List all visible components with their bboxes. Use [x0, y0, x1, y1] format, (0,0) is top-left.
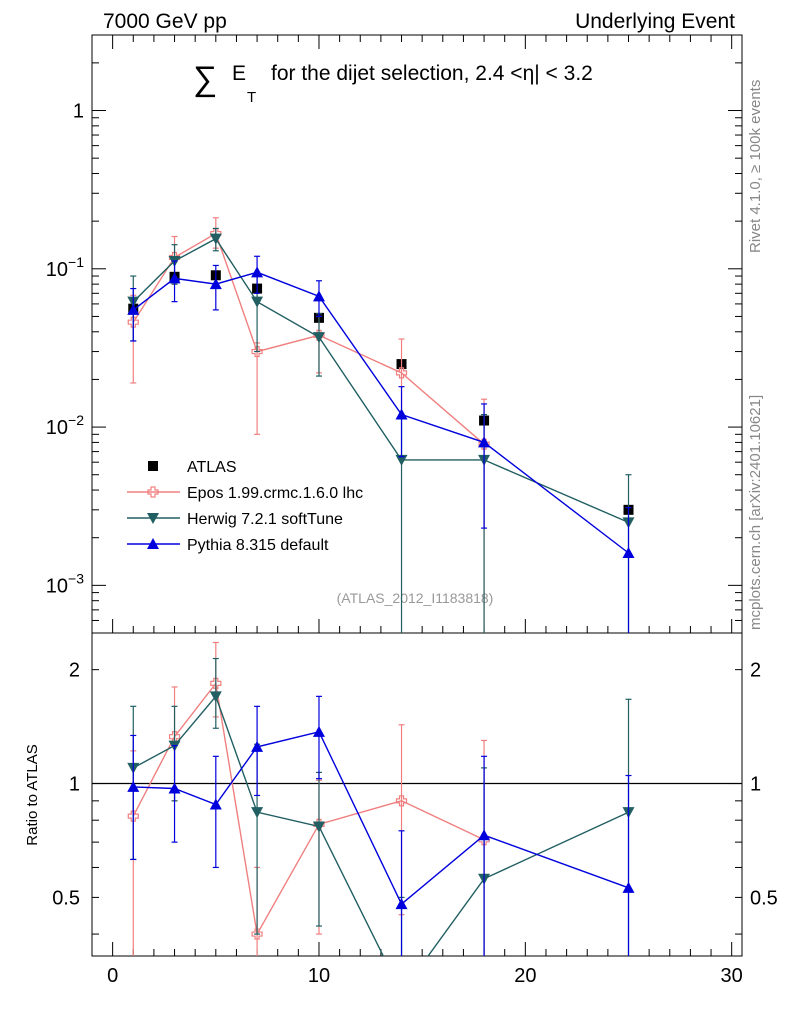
marker-herwig [209, 691, 222, 703]
y-tick-label: 10−3 [46, 570, 84, 597]
series-line-epos [132, 232, 485, 445]
series-atlas [128, 270, 634, 515]
y-tick-exponent: −2 [68, 412, 84, 428]
series-pythia [127, 695, 635, 956]
marker-pythia [622, 547, 635, 559]
legend-label-epos: Epos 1.99.crmc.1.6.0 lhc [187, 485, 363, 502]
marker-epos [251, 928, 263, 940]
series-pythia [127, 255, 635, 633]
legend-marker-atlas [148, 461, 158, 471]
marker-pythia [395, 898, 408, 910]
energy-label: 7000 GeV pp [103, 10, 227, 33]
rivet-version-label: Rivet 4.1.0, ≥ 100k events [747, 80, 764, 253]
marker-epos [127, 316, 139, 328]
title-e: E [232, 62, 246, 85]
marker-epos [251, 345, 263, 358]
y-tick-base: 10 [46, 417, 68, 439]
legend-label-pythia: Pythia 8.315 default [187, 537, 329, 554]
series-line-epos [132, 681, 485, 937]
y-tick-exponent: −3 [68, 570, 84, 586]
ratio-y-tick-label-left: 2 [69, 660, 80, 682]
series-line-pythia [133, 730, 629, 906]
marker-epos [395, 795, 408, 807]
series-herwig [127, 657, 635, 956]
x-tick-label: 30 [721, 965, 743, 987]
marker-herwig [312, 332, 325, 344]
ratio-y-tick-label-right: 2 [750, 660, 761, 682]
title-eta: η [523, 62, 535, 85]
marker-herwig [395, 454, 408, 466]
marker-herwig [209, 233, 222, 245]
ratio-y-tick-label-left: 0.5 [52, 887, 80, 909]
y-tick-label: 10−2 [46, 412, 84, 439]
marker-epos [395, 367, 408, 379]
process-label: Underlying Event [575, 10, 735, 33]
series-epos [127, 641, 490, 956]
legend: ATLAS Epos 1.99.crmc.1.6.0 lhc Herwig 7.2.… [127, 459, 363, 554]
marker-epos [210, 677, 222, 689]
marker-herwig [251, 296, 264, 308]
marker-pythia [168, 782, 181, 794]
ratio-y-tick-label-right: 1 [750, 774, 761, 796]
legend-marker-herwig [147, 513, 159, 524]
legend-label-herwig: Herwig 7.2.1 softTune [187, 511, 343, 528]
y-tick-base: 10 [46, 259, 68, 281]
marker-pythia [168, 272, 181, 284]
marker-pythia [127, 303, 140, 315]
legend-marker-epos [147, 486, 159, 498]
y-tick-base: 10 [46, 575, 68, 597]
marker-pythia [312, 725, 325, 737]
ratio-y-axis-label: Ratio to ATLAS [24, 744, 41, 845]
marker-herwig [312, 821, 325, 833]
title-t: T [247, 89, 256, 106]
y-tick-label: 10−1 [46, 254, 84, 281]
main-series-layer [127, 217, 635, 633]
marker-epos [127, 810, 139, 822]
marker-pythia [251, 740, 264, 752]
title-sum-symbol: ∑ [193, 60, 217, 98]
marker-pythia [209, 798, 222, 810]
series-line-pythia [132, 271, 629, 554]
marker-pythia [622, 881, 635, 893]
x-tick-label: 20 [514, 965, 536, 987]
series-line-herwig [132, 695, 629, 956]
title-tail: | < 3.2 [534, 62, 593, 85]
marker-pythia [251, 266, 264, 278]
ratio-y-axis: 0.5 0.5 1 1 2 2 [52, 660, 778, 935]
ratio-series-layer [127, 641, 635, 956]
marker-pythia [395, 408, 408, 420]
marker-herwig [251, 807, 264, 819]
series-line-herwig [132, 237, 629, 524]
y-tick-label: 1 [73, 101, 84, 123]
ratio-panel-frame [91, 632, 743, 957]
legend-label-atlas: ATLAS [187, 459, 237, 476]
x-tick-label: 0 [107, 965, 118, 987]
x-axis: 0 10 20 30 [107, 35, 743, 987]
marker-pythia [478, 436, 491, 448]
analysis-id-label: (ATLAS_2012_I1183818) [337, 590, 494, 606]
marker-pythia [312, 290, 325, 302]
ratio-y-tick-label-left: 1 [69, 774, 80, 796]
x-tick-label: 10 [308, 965, 330, 987]
marker-pythia [127, 780, 140, 792]
title-main-text: for the dijet selection, 2.4 < [271, 62, 523, 85]
title-text: for the dijet selection, 2.4 <η| < 3.2 [271, 62, 593, 85]
ratio-y-tick-label-right: 0.5 [750, 887, 778, 909]
y-tick-exponent: −1 [68, 254, 84, 270]
legend-marker-pythia [147, 538, 159, 549]
main-y-axis: 10−310−210−11 [46, 34, 742, 634]
marker-pythia [209, 278, 222, 290]
marker-pythia [478, 829, 491, 841]
series-herwig [127, 227, 635, 633]
mcplots-label: mcplots.cern.ch [arXiv:2401.10621] [747, 395, 764, 630]
